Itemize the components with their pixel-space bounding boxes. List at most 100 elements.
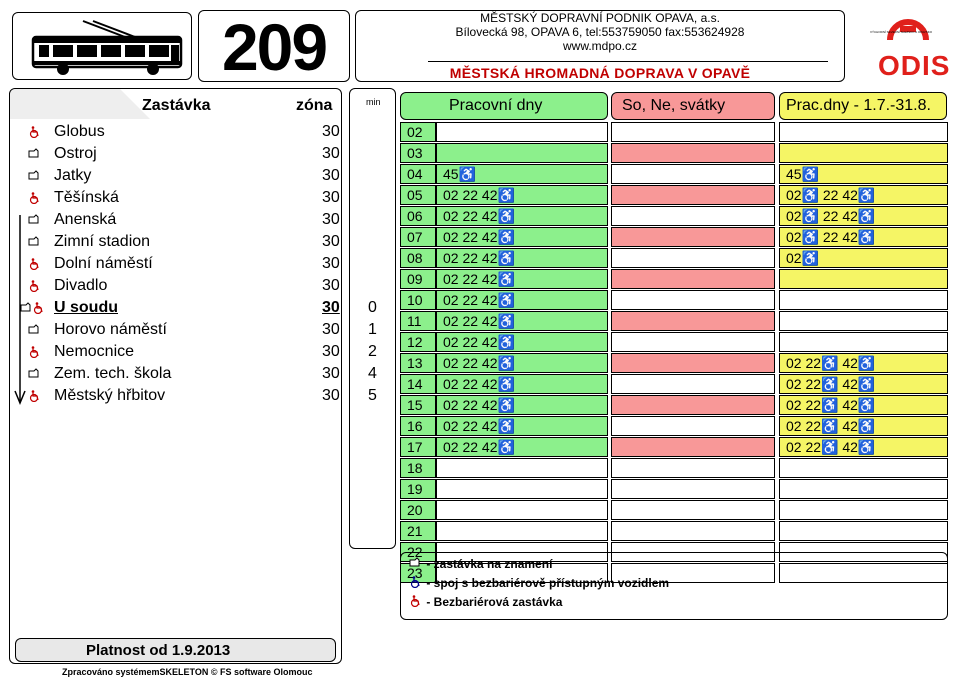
hour-cell: 13 (400, 353, 436, 373)
summer-column-header: Prac.dny - 1.7.-31.8. (779, 92, 947, 120)
barrier-free-stop-icon (28, 125, 42, 143)
weekend-departures-cell (611, 353, 775, 373)
accessible-vehicle-icon (410, 576, 420, 589)
weekend-departures-cell (611, 206, 775, 226)
summer-departures-cell: 02 22♿ 42♿ (779, 353, 948, 373)
hour-cell: 06 (400, 206, 436, 226)
odis-logo-subtext: VÝCHODNÍ SEVERNÍ SLEZSKO A OPAVSKO (870, 30, 933, 34)
stop-minutes: 5 (368, 387, 377, 404)
weekday-departures-cell: 02 22 42♿ (436, 374, 608, 394)
weekday-departures-cell: 02 22 42♿ (436, 269, 608, 289)
stop-name: Jatky (54, 167, 92, 184)
stop-name: U soudu (54, 299, 118, 316)
validity-date: Platnost od 1.9.2013 (15, 638, 336, 662)
weekend-departures-cell (611, 227, 775, 247)
stop-zone: 30 (322, 387, 340, 404)
summer-departures-cell (779, 290, 948, 310)
weekend-departures-cell (611, 269, 775, 289)
stop-name: Nemocnice (54, 343, 135, 360)
trolleybus-picture-box (12, 12, 192, 80)
hour-cell: 16 (400, 416, 436, 436)
hour-cell: 19 (400, 479, 436, 499)
stop-minutes: 0 (368, 299, 377, 316)
hour-cell: 12 (400, 332, 436, 352)
stop-zone: 30 (322, 167, 340, 184)
weekday-departures-cell: 02 22 42♿ (436, 311, 608, 331)
hour-cell: 14 (400, 374, 436, 394)
barrier-free-stop-icon (410, 595, 420, 608)
weekend-departures-cell (611, 416, 775, 436)
weekend-departures-cell (611, 437, 775, 457)
summer-column-label: Prac.dny - 1.7.-31.8. (786, 97, 931, 114)
summer-departures-cell (779, 311, 948, 331)
weekday-departures-cell (436, 563, 608, 583)
summer-departures-cell (779, 143, 948, 163)
summer-departures-cell: 02 22♿ 42♿ (779, 395, 948, 415)
hour-cell: 21 (400, 521, 436, 541)
weekend-departures-cell (611, 122, 775, 142)
stop-column-header: Zastávka (142, 97, 211, 114)
summer-departures-cell: 02♿ 22 42♿ (779, 185, 948, 205)
summer-departures-cell: 02♿ 22 42♿ (779, 206, 948, 226)
odis-logo-text: ODIS (878, 50, 951, 81)
weekday-departures-cell (436, 122, 608, 142)
stop-zone: 30 (322, 233, 340, 250)
summer-departures-cell: 02 22♿ 42♿ (779, 437, 948, 457)
weekday-departures-cell: 02 22 42♿ (436, 185, 608, 205)
direction-arrow-icon (14, 215, 26, 405)
min-column-header: min (366, 97, 381, 107)
summer-departures-cell (779, 521, 948, 541)
weekday-departures-cell (436, 479, 608, 499)
legend-accessible-vehicle: - spoj s bezbariérově přístupným vozidle… (409, 574, 669, 592)
request-stop-icon (28, 213, 42, 231)
barrier-free-stop-icon (28, 191, 42, 209)
weekday-departures-cell (436, 521, 608, 541)
hour-cell: 03 (400, 143, 436, 163)
stop-zone: 30 (322, 365, 340, 382)
weekday-column-header: Pracovní dny (400, 92, 608, 120)
stop-name: Zem. tech. škola (54, 365, 172, 382)
stop-zone: 30 (322, 145, 340, 162)
weekend-departures-cell (611, 521, 775, 541)
legend-vehicle-text: - spoj s bezbariérově přístupným vozidle… (426, 576, 670, 590)
weekend-departures-cell (611, 395, 775, 415)
weekday-departures-cell: 02 22 42♿ (436, 332, 608, 352)
weekday-column-label: Pracovní dny (449, 97, 543, 114)
stop-zone: 30 (322, 189, 340, 206)
weekend-departures-cell (611, 164, 775, 184)
odis-logo: VÝCHODNÍ SEVERNÍ SLEZSKO A OPAVSKO ODIS (862, 10, 952, 82)
request-stop-icon (28, 323, 42, 341)
stop-name: Anenská (54, 211, 117, 228)
barrier-free-stop-icon (28, 257, 42, 275)
legend-request-stop: - zastávka na znamení (409, 555, 552, 573)
hour-cell: 04 (400, 164, 436, 184)
stops-panel: Zastávka zóna Globus 30 Ostroj 30 Jatky 30 Těš… (9, 88, 342, 664)
page-title: MĚSTSKÁ HROMADNÁ DOPRAVA V OPAVĚ (449, 65, 751, 81)
stop-name: Městský hřbitov (54, 387, 166, 404)
company-name: MĚSTSKÝ DOPRAVNÍ PODNIK OPAVA, a.s. (480, 11, 720, 25)
trolleybus-icon (31, 20, 183, 75)
request-stop-icon (28, 147, 42, 165)
stop-name: Těšínská (54, 189, 119, 206)
request-stop-icon (28, 367, 42, 385)
weekday-departures-cell: 45♿ (436, 164, 608, 184)
weekday-departures-cell (436, 500, 608, 520)
legend-barrier-free-stop: - Bezbariérová zastávka (409, 593, 562, 611)
line-number: 209 (198, 10, 350, 83)
minutes-panel: min 0 1 2 4 5 (349, 88, 396, 549)
summer-departures-cell: 45♿ (779, 164, 948, 184)
weekend-departures-cell (611, 563, 775, 583)
stop-name: Dolní náměstí (54, 255, 153, 272)
summer-departures-cell (779, 122, 948, 142)
weekend-departures-cell (611, 143, 775, 163)
weekend-departures-cell (611, 248, 775, 268)
hour-cell: 09 (400, 269, 436, 289)
weekday-departures-cell: 02 22 42♿ (436, 437, 608, 457)
request-stop-icon (409, 557, 420, 567)
stop-zone: 30 (322, 211, 340, 228)
summer-departures-cell: 02 22♿ 42♿ (779, 374, 948, 394)
stop-name: Globus (54, 123, 105, 140)
weekend-departures-cell (611, 290, 775, 310)
zone-column-header: zóna (296, 97, 333, 114)
hour-cell: 11 (400, 311, 436, 331)
